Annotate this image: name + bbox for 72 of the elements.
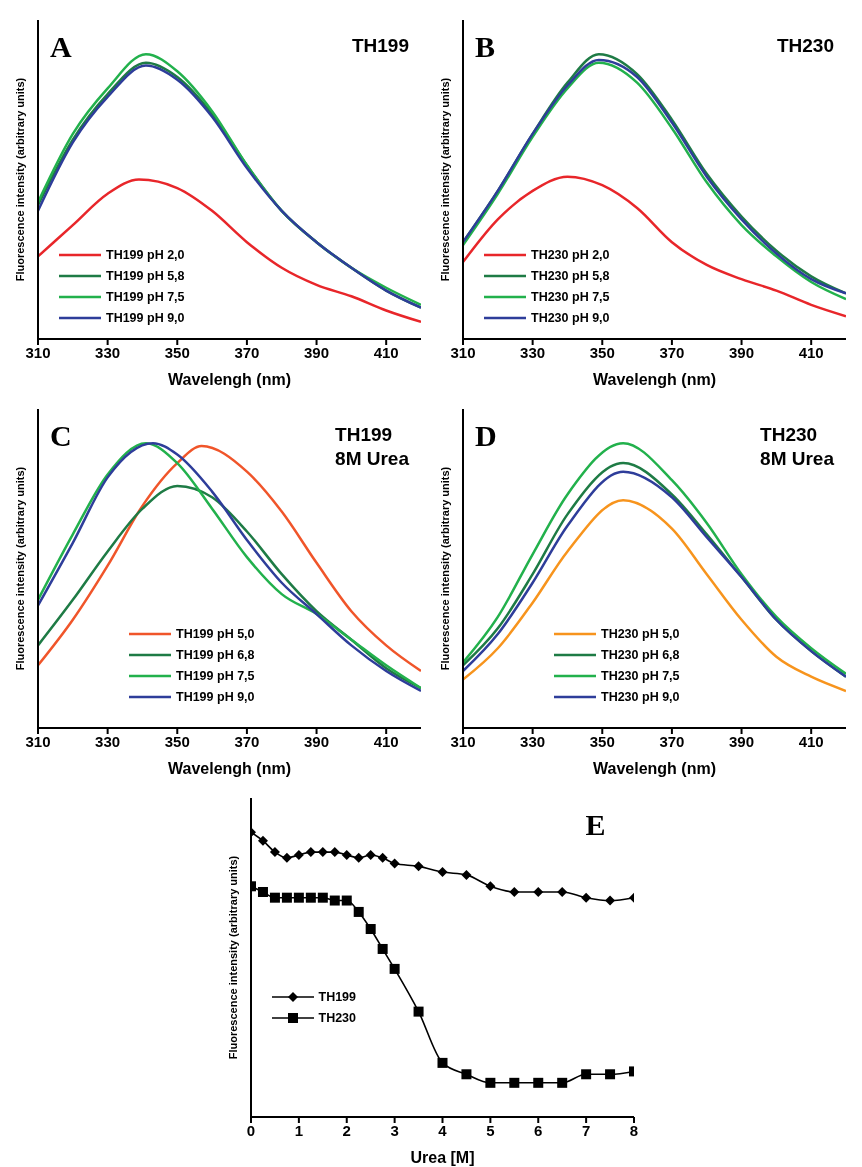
legend-label: TH230 pH 5,8 [531,268,610,283]
y-axis-title: Fluorescence intensity (arbitrary units) [13,77,26,282]
x-tick-label: 330 [95,732,121,750]
legend-label: TH199 pH 7,5 [176,668,255,683]
y-axis-title: Fluorescence intensity (arbitrary units) [438,77,451,282]
y-axis-title: Fluorescence intensity (arbitrary units) [13,466,26,671]
x-tick-label: 370 [659,732,685,750]
legend-label: TH230 pH 9,0 [601,689,680,704]
legend-label: TH199 pH 2,0 [106,247,185,262]
x-axis-title: Wavelengh (nm) [593,371,716,388]
chart-subtitle: 8M Urea [760,447,834,471]
x-tick-label: 310 [25,732,51,750]
x-tick-label: 410 [373,343,399,361]
legend-label: TH230 pH 5,0 [601,626,680,641]
annotation: D [475,419,497,453]
annotation: C [50,419,72,453]
legend-label: TH230 pH 6,8 [601,647,680,662]
chart-title: TH199 [351,34,409,58]
x-tick-label: 390 [729,343,755,361]
x-tick-label: 1 [294,1121,303,1139]
chart-title: TH199 [335,423,394,447]
x-tick-label: 0 [246,1121,255,1139]
legend-label: TH230 pH 2,0 [531,247,610,262]
chart-subtitle: 8M Urea [335,447,409,471]
legend-label: TH230 [318,1010,357,1025]
annotation: A [50,30,72,64]
x-tick-label: 310 [450,343,476,361]
chart-title: TH230 [776,34,834,58]
x-tick-label: 8 [629,1121,638,1139]
x-tick-label: 310 [25,343,51,361]
legend-label: TH199 pH 7,5 [106,289,185,304]
x-axis-title: Wavelengh (nm) [168,371,291,388]
legend-label: TH230 pH 7,5 [601,668,680,683]
x-tick-label: 7 [581,1121,590,1139]
x-tick-label: 330 [520,732,546,750]
x-tick-label: 390 [304,343,330,361]
x-tick-label: 4 [437,1121,447,1139]
chart-title: TH230 [760,423,819,447]
x-tick-label: 350 [164,343,190,361]
x-tick-label: 410 [373,732,399,750]
x-tick-label: 310 [450,732,476,750]
x-tick-label: 5 [485,1121,495,1139]
x-tick-label: 390 [304,732,330,750]
y-axis-title: Fluorescence intensity (arbitrary units) [226,855,239,1060]
x-tick-label: 350 [589,732,615,750]
annotation: E [585,808,606,842]
annotation: B [475,30,496,64]
y-axis-title: Fluorescence intensity (arbitrary units) [438,466,451,671]
x-tick-label: 370 [659,343,685,361]
x-axis-title: Wavelengh (nm) [593,760,716,777]
x-tick-label: 2 [342,1121,351,1139]
legend-label: TH199 pH 9,0 [176,689,255,704]
x-tick-label: 390 [729,732,755,750]
x-tick-label: 3 [389,1121,399,1139]
x-tick-label: 410 [798,732,824,750]
x-tick-label: 350 [589,343,615,361]
x-axis-title: Wavelengh (nm) [168,760,291,777]
legend-label: TH199 [318,989,357,1004]
legend-label: TH199 pH 5,0 [176,626,255,641]
x-tick-label: 370 [234,732,260,750]
x-axis-title: Urea [M] [409,1149,475,1166]
legend-label: TH199 pH 6,8 [176,647,255,662]
x-tick-label: 330 [95,343,121,361]
x-tick-label: 370 [234,343,260,361]
x-tick-label: 6 [533,1121,542,1139]
x-tick-label: 410 [798,343,824,361]
x-tick-label: 330 [520,343,546,361]
legend-label: TH199 pH 5,8 [106,268,185,283]
legend-label: TH230 pH 7,5 [531,289,610,304]
x-tick-label: 350 [164,732,190,750]
legend-label: TH230 pH 9,0 [531,310,610,325]
legend-label: TH199 pH 9,0 [106,310,185,325]
